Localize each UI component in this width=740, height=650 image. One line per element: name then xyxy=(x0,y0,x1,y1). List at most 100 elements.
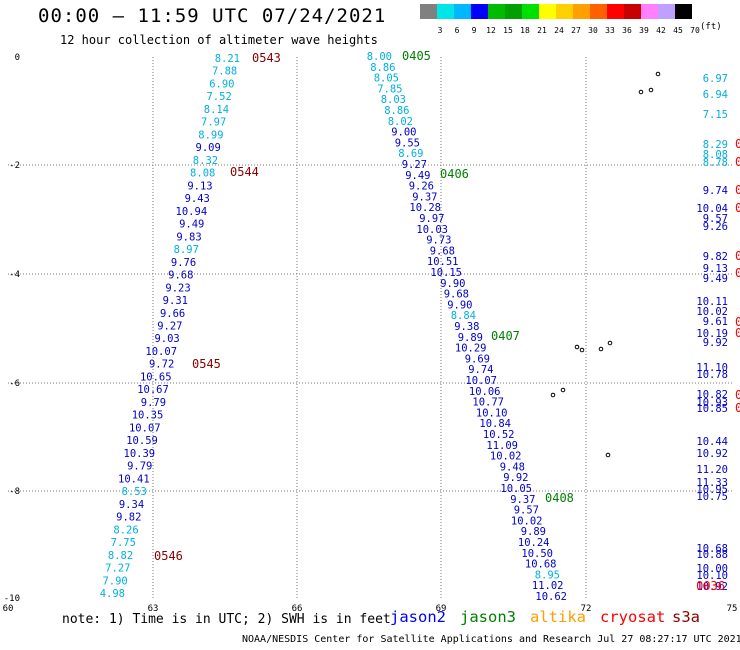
x-tick-label: 60 xyxy=(3,604,14,614)
wave-height-value: 8.26 xyxy=(113,524,138,536)
wave-height-value: 10.77 xyxy=(472,397,504,409)
wave-height-value: 9.92 xyxy=(703,337,728,349)
orbit-time-label: 0545 xyxy=(192,357,221,371)
wave-height-value: 9.37 xyxy=(412,191,437,203)
wave-height-value: 10.67 xyxy=(137,384,169,396)
color-swatch xyxy=(488,4,505,19)
wave-height-value: 9.74 xyxy=(468,364,493,376)
wave-height-value: 9.74 xyxy=(703,185,728,197)
orbit-time-label: 0036 xyxy=(696,579,725,593)
wave-height-value: 9.31 xyxy=(163,295,188,307)
x-tick-label: 69 xyxy=(436,604,447,614)
wave-height-value: 10.75 xyxy=(696,491,728,503)
wave-height-value: 7.15 xyxy=(703,109,728,121)
wave-height-value: 10.10 xyxy=(476,407,508,419)
wave-height-value: 10.05 xyxy=(500,483,532,495)
wave-height-value: 10.50 xyxy=(521,548,553,560)
x-tick-label: 75 xyxy=(727,604,738,614)
wave-height-value: 10.85 xyxy=(696,403,728,415)
color-scale-label: 33 xyxy=(605,26,615,35)
wave-height-value: 4.98 xyxy=(100,588,125,600)
wave-height-value: 7.52 xyxy=(206,91,231,103)
wave-height-value: 8.84 xyxy=(451,310,476,322)
wave-height-value: 7.85 xyxy=(377,83,402,95)
wave-height-value: 10.82 xyxy=(696,389,728,401)
satellite-legend-item: s3a xyxy=(672,608,700,626)
wave-height-value: 9.92 xyxy=(503,472,528,484)
wave-height-value: 9.09 xyxy=(196,142,221,154)
color-scale-label: 70 xyxy=(690,26,700,35)
wave-height-value: 11.02 xyxy=(532,580,564,592)
wave-height-value: 9.82 xyxy=(703,251,728,263)
orbit-time-label: 0036 xyxy=(735,249,740,263)
wave-height-value: 10.00 xyxy=(696,563,728,575)
satellite-legend-item: cryosat xyxy=(600,608,666,626)
wave-height-value: 9.27 xyxy=(157,321,182,333)
wave-height-value: 9.27 xyxy=(402,159,427,171)
wave-height-value: 10.07 xyxy=(465,375,497,387)
color-scale-label: 39 xyxy=(639,26,649,35)
wave-height-value: 8.21 xyxy=(215,53,240,65)
wave-height-value: 10.06 xyxy=(469,386,501,398)
y-tick-label: -10 xyxy=(4,594,20,604)
wave-height-value: 10.59 xyxy=(126,435,158,447)
wave-height-value: 8.97 xyxy=(174,244,199,256)
wave-height-value: 10.78 xyxy=(696,369,728,381)
satellite-legend-item: jason3 xyxy=(460,608,516,626)
wave-height-value: 10.15 xyxy=(430,267,462,279)
wave-height-value: 9.90 xyxy=(440,278,465,290)
wave-height-value: 9.83 xyxy=(176,231,201,243)
orbit-time-label: 0036 xyxy=(735,266,740,280)
wave-height-value: 8.14 xyxy=(204,104,229,116)
satellite-legend-item: jason2 xyxy=(390,608,446,626)
color-swatch xyxy=(607,4,624,19)
island-outline xyxy=(648,87,654,93)
wave-height-value: 9.37 xyxy=(510,494,535,506)
orbit-time-label: 0035 xyxy=(735,388,740,402)
wave-height-value: 9.13 xyxy=(187,180,212,192)
wave-height-value: 10.65 xyxy=(140,371,172,383)
wave-height-value: 10.35 xyxy=(132,410,164,422)
island-outline xyxy=(638,89,644,95)
wave-height-value: 10.62 xyxy=(535,591,567,603)
wave-height-value: 9.72 xyxy=(149,359,174,371)
wave-height-value: 8.00 xyxy=(367,51,392,63)
color-scale-label: 3 xyxy=(437,26,443,35)
wave-height-value: 9.57 xyxy=(514,505,539,517)
color-scale-label: 18 xyxy=(520,26,530,35)
y-tick-label: -2 xyxy=(9,161,20,171)
wave-height-value: 9.66 xyxy=(160,308,185,320)
orbit-time-label: 0543 xyxy=(252,51,281,65)
color-scale-label: 12 xyxy=(486,26,496,35)
wave-height-value: 10.19 xyxy=(696,328,728,340)
wave-height-value: 8.95 xyxy=(535,569,560,581)
orbit-time-label: 0035 xyxy=(735,315,740,329)
wave-height-value: 11.10 xyxy=(696,362,728,374)
island-outline xyxy=(574,344,580,350)
wave-height-value: 8.29 xyxy=(703,139,728,151)
wave-height-value: 10.92 xyxy=(696,581,728,593)
color-swatch xyxy=(658,4,675,19)
color-scale-bar: 3 6 9 12 15 18 21 24 27 30 33 36 39 42 45 70 xyxy=(420,4,700,35)
satellite-legend-item: altika xyxy=(530,608,586,626)
wave-height-value: 9.49 xyxy=(179,219,204,231)
orbit-time-label: 0037 xyxy=(735,137,740,151)
wave-height-value: 8.82 xyxy=(108,550,133,562)
wave-height-value: 8.32 xyxy=(193,155,218,167)
wave-height-value: 8.08 xyxy=(190,168,215,180)
wave-height-value: 9.57 xyxy=(703,213,728,225)
wave-height-value: 10.02 xyxy=(490,451,522,463)
wave-height-value: 9.76 xyxy=(171,257,196,269)
orbit-time-label: 0407 xyxy=(491,329,520,343)
color-swatch xyxy=(590,4,607,19)
wave-height-value: 10.10 xyxy=(696,570,728,582)
y-tick-label: -8 xyxy=(9,487,20,497)
wave-height-value: 7.88 xyxy=(212,66,237,78)
color-scale-label: 45 xyxy=(673,26,683,35)
orbit-time-label: 0035 xyxy=(735,401,740,415)
wave-height-value: 10.84 xyxy=(479,418,511,430)
island-outline xyxy=(605,452,611,458)
color-swatch xyxy=(522,4,539,19)
wave-height-value: 9.69 xyxy=(465,353,490,365)
